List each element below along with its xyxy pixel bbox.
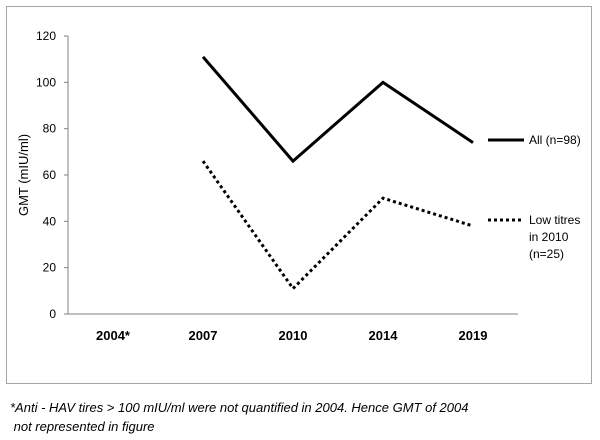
y-axis-title: GMT (mIU/ml)	[16, 134, 31, 216]
y-tick-label: 60	[43, 168, 57, 182]
x-tick-label: 2019	[459, 328, 488, 343]
y-tick-label: 80	[43, 122, 57, 136]
y-tick-label: 0	[49, 307, 56, 321]
series-line-0	[201, 55, 474, 164]
series-lines	[201, 55, 474, 291]
legend-label-low-titres: in 2010	[529, 230, 569, 244]
series-line-1	[201, 160, 474, 291]
legend-label-all: All (n=98)	[529, 133, 581, 147]
footnote: *Anti - HAV tires > 100 mIU/ml were not …	[10, 398, 590, 436]
legend-label-low-titres: Low titres	[529, 213, 580, 227]
footnote-line-1: *Anti - HAV tires > 100 mIU/ml were not …	[10, 400, 469, 415]
y-tick-labels: 0 20 40 60 80 100 120	[36, 29, 68, 321]
x-tick-labels: 2004* 2007 2010 2014 2019	[96, 328, 487, 343]
y-tick-label: 120	[36, 29, 56, 43]
footnote-line-2: not represented in figure	[10, 419, 155, 434]
x-tick-label: 2007	[189, 328, 218, 343]
y-tick-label: 40	[43, 214, 57, 228]
x-tick-label: 2014	[369, 328, 399, 343]
legend: All (n=98) Low titres in 2010 (n=25)	[488, 133, 581, 261]
y-tick-label: 20	[43, 261, 57, 275]
x-tick-label: 2010	[279, 328, 308, 343]
line-chart: 0 20 40 60 80 100 120 2004* 2007 2010 2014 2019 GM…	[16, 29, 581, 343]
x-tick-label: 2004*	[96, 328, 131, 343]
figure-frame	[6, 6, 592, 384]
legend-label-low-titres: (n=25)	[529, 247, 564, 261]
y-tick-label: 100	[36, 75, 56, 89]
